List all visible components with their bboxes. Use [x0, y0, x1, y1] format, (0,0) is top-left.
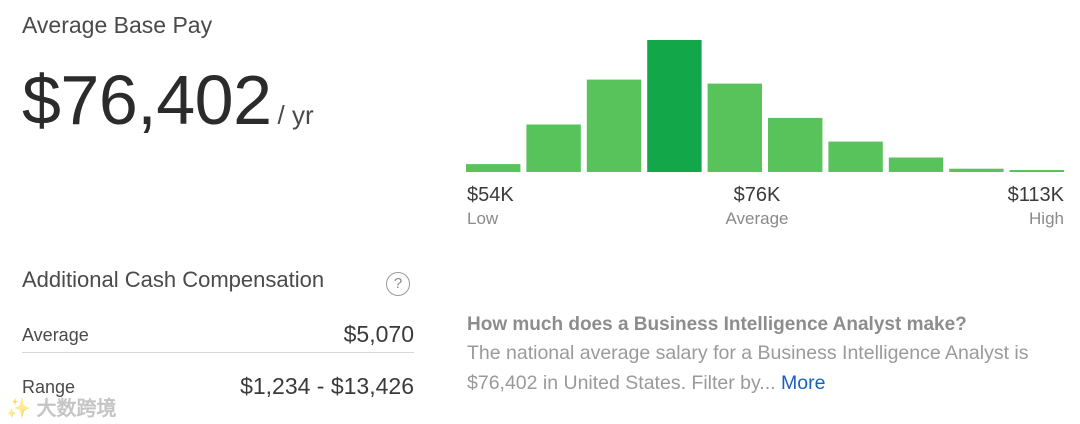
axis-high-value: $113K [1007, 184, 1064, 206]
axis-high-label: High [1029, 209, 1064, 228]
info-text: The national average salary for a Busine… [467, 342, 1029, 394]
histogram-bar [707, 83, 762, 172]
axis-average-label: Average [725, 209, 789, 228]
axis-high: $113K High [1008, 184, 1064, 229]
base-pay-unit: / yr [277, 100, 314, 130]
histogram-bar [949, 168, 1004, 172]
average-value: $5,070 [343, 321, 414, 347]
histogram-bar [888, 157, 944, 172]
axis-average: $76K Average [722, 184, 792, 229]
base-pay-value: $76,402/ yr [22, 60, 314, 140]
salary-histogram [462, 30, 1066, 172]
base-pay-amount: $76,402 [22, 61, 272, 139]
more-link[interactable]: More [780, 372, 826, 394]
range-value: $1,234 - $13,426 [240, 373, 414, 399]
average-label: Average [22, 325, 89, 345]
histogram-bar [828, 141, 883, 172]
range-label: Range [22, 377, 76, 397]
histogram-bar [526, 124, 581, 172]
watermark: ✨ 大数跨境 [6, 398, 117, 420]
additional-cash-average-row: Average $5,070 [22, 318, 414, 353]
base-pay-title: Average Base Pay [22, 12, 213, 38]
additional-cash-range-row: Range $1,234 - $13,426 [22, 370, 414, 404]
axis-average-value: $76K [733, 184, 781, 206]
info-question: How much does a Business Intelligence An… [467, 314, 967, 335]
histogram-bar [586, 79, 642, 172]
axis-low: $54K Low [467, 184, 514, 229]
axis-low-value: $54K [467, 184, 514, 206]
additional-cash-title: Additional Cash Compensation [22, 267, 325, 292]
salary-info: How much does a Business Intelligence An… [467, 314, 1057, 398]
histogram-bar [466, 164, 521, 172]
info-text-block: The national average salary for a Busine… [467, 338, 1057, 398]
histogram-bar [1009, 170, 1064, 172]
histogram-bar [768, 117, 823, 172]
histogram-svg [466, 40, 1064, 172]
axis-low-label: Low [467, 209, 499, 228]
question-circle-icon[interactable]: ? [386, 272, 410, 296]
histogram-bar-average [647, 40, 702, 172]
